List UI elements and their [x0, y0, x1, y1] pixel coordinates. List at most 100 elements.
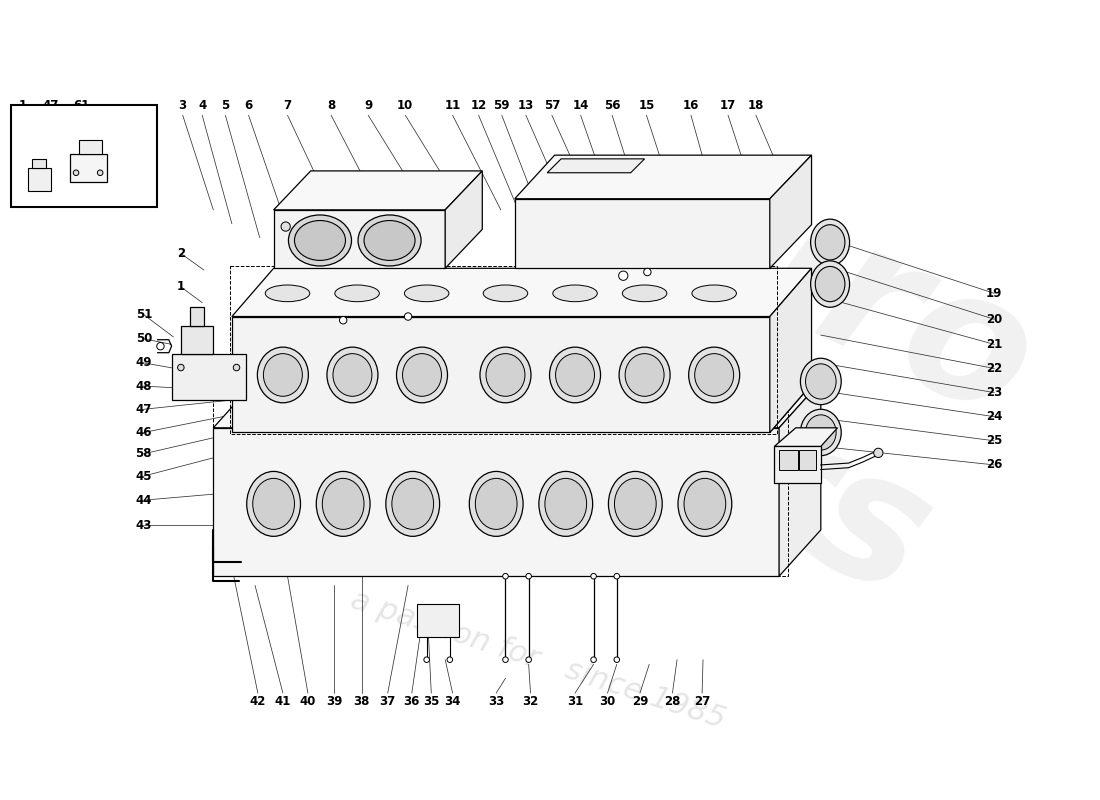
Polygon shape	[770, 268, 812, 433]
Ellipse shape	[556, 354, 594, 396]
Text: 59: 59	[494, 98, 510, 111]
Ellipse shape	[623, 285, 667, 302]
Text: 4: 4	[198, 98, 207, 111]
Polygon shape	[515, 155, 812, 198]
Ellipse shape	[364, 221, 415, 261]
Ellipse shape	[678, 471, 732, 536]
Circle shape	[873, 448, 883, 458]
Text: 18: 18	[748, 98, 764, 111]
Text: 19: 19	[986, 287, 1002, 300]
Ellipse shape	[403, 354, 441, 396]
Ellipse shape	[695, 354, 734, 396]
Circle shape	[98, 170, 103, 175]
Ellipse shape	[811, 261, 849, 307]
Text: 29: 29	[631, 695, 648, 708]
Text: 48: 48	[135, 379, 152, 393]
Polygon shape	[547, 159, 645, 173]
Polygon shape	[232, 317, 770, 433]
Ellipse shape	[334, 285, 379, 302]
Ellipse shape	[553, 285, 597, 302]
Circle shape	[644, 268, 651, 276]
Text: 41: 41	[275, 695, 292, 708]
Text: 38: 38	[353, 695, 370, 708]
Text: 49: 49	[135, 357, 152, 370]
Text: 40: 40	[299, 695, 316, 708]
Ellipse shape	[264, 394, 310, 415]
Text: 46: 46	[135, 426, 152, 439]
Ellipse shape	[805, 415, 836, 450]
Text: 33: 33	[488, 695, 504, 708]
Text: 20: 20	[986, 313, 1002, 326]
Text: 9: 9	[364, 98, 372, 111]
Text: 8: 8	[327, 98, 336, 111]
Circle shape	[618, 271, 628, 280]
Polygon shape	[233, 382, 813, 430]
Polygon shape	[190, 307, 204, 326]
Ellipse shape	[246, 471, 300, 536]
Text: a passion for   since 1985: a passion for since 1985	[346, 586, 729, 734]
Text: 10: 10	[397, 98, 414, 111]
Circle shape	[503, 657, 508, 662]
Bar	[11, 105, 156, 207]
Polygon shape	[274, 171, 482, 210]
Ellipse shape	[801, 358, 842, 405]
Ellipse shape	[615, 478, 657, 530]
Circle shape	[156, 342, 164, 350]
Ellipse shape	[625, 354, 664, 396]
Ellipse shape	[552, 394, 598, 415]
Polygon shape	[232, 268, 812, 317]
Polygon shape	[69, 154, 107, 182]
Text: 6: 6	[244, 98, 253, 111]
Text: 56: 56	[604, 98, 620, 111]
Ellipse shape	[386, 471, 440, 536]
Bar	[779, 450, 798, 470]
Text: 61: 61	[74, 98, 90, 111]
Ellipse shape	[470, 471, 524, 536]
Ellipse shape	[486, 354, 525, 396]
Text: 12: 12	[471, 98, 486, 111]
Text: 1: 1	[177, 280, 185, 294]
Text: 7: 7	[284, 98, 292, 111]
Polygon shape	[180, 326, 213, 354]
Text: 25: 25	[986, 434, 1002, 447]
Text: 47: 47	[45, 106, 62, 119]
Ellipse shape	[333, 354, 372, 396]
Text: 22: 22	[986, 362, 1002, 375]
Polygon shape	[79, 140, 102, 154]
Ellipse shape	[689, 347, 739, 402]
Text: 36: 36	[404, 695, 420, 708]
Text: 14: 14	[572, 98, 588, 111]
Ellipse shape	[815, 225, 845, 260]
Text: 37: 37	[379, 695, 396, 708]
Text: 32: 32	[522, 695, 539, 708]
Circle shape	[591, 657, 596, 662]
Text: 47: 47	[43, 98, 59, 111]
Text: euro
cars: euro cars	[480, 102, 1060, 642]
Ellipse shape	[257, 347, 308, 402]
Polygon shape	[770, 155, 812, 268]
Ellipse shape	[539, 471, 593, 536]
Ellipse shape	[482, 394, 529, 415]
Text: 45: 45	[135, 470, 152, 482]
Polygon shape	[274, 210, 446, 268]
Ellipse shape	[295, 221, 345, 261]
Text: 39: 39	[326, 695, 342, 708]
Ellipse shape	[263, 354, 302, 396]
Polygon shape	[774, 428, 837, 446]
Ellipse shape	[692, 285, 736, 302]
Text: 16: 16	[683, 98, 700, 111]
Circle shape	[591, 574, 596, 579]
Circle shape	[233, 364, 240, 370]
Ellipse shape	[358, 215, 421, 266]
Ellipse shape	[815, 266, 845, 302]
Text: 26: 26	[986, 458, 1002, 471]
Ellipse shape	[405, 285, 449, 302]
Bar	[417, 604, 459, 637]
Ellipse shape	[550, 347, 601, 402]
Text: 13: 13	[518, 98, 534, 111]
Text: 60: 60	[791, 482, 807, 494]
Text: 44: 44	[135, 494, 152, 506]
Bar	[800, 450, 816, 470]
Circle shape	[526, 574, 531, 579]
Ellipse shape	[483, 285, 528, 302]
